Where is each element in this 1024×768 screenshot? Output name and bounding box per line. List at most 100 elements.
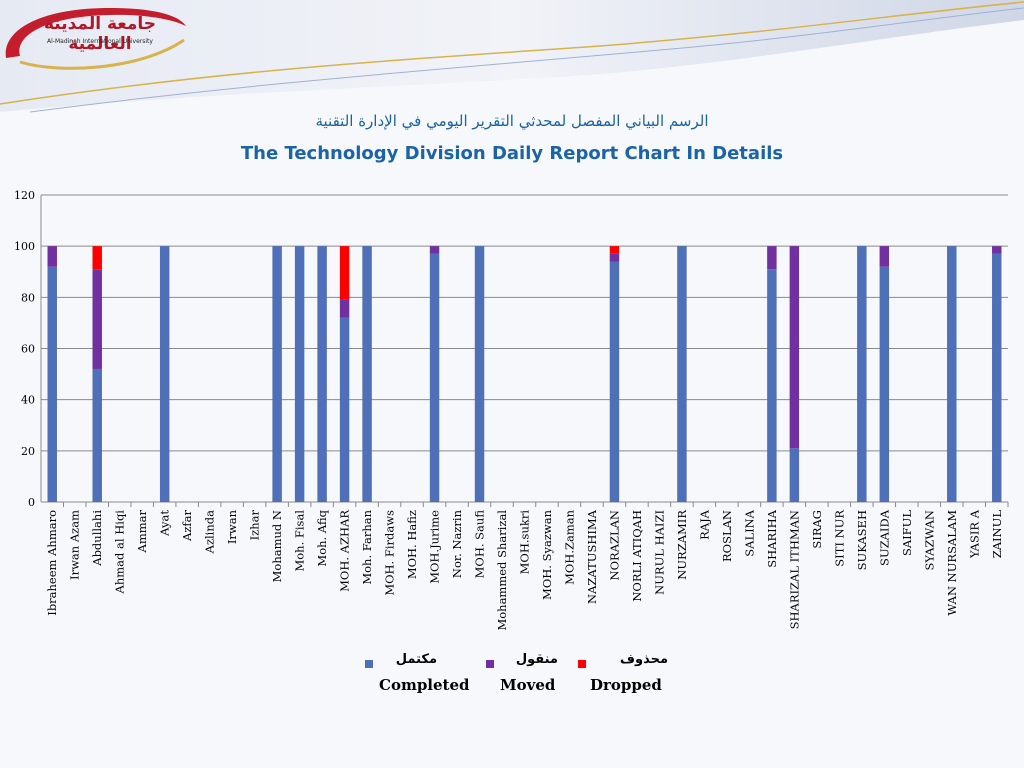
bar-completed [992,253,1002,502]
x-tick-label: MOH. Saufi [473,510,487,579]
legend-swatch-dropped [578,660,586,668]
bar-completed [272,246,282,502]
legend-swatch-moved [486,660,494,668]
x-tick-label: NAZATUSHIMA [585,509,599,604]
bar-completed [947,246,957,502]
x-tick-label: Ibraheem Ahmaro [45,510,59,616]
bar-completed [429,253,440,502]
x-tick-label: Mohamud N [270,510,284,582]
bar-completed [159,246,170,502]
bar-completed [677,246,687,502]
x-tick-label: Azfar [180,510,194,542]
x-tick-label: MOH. Firdaws [383,510,397,596]
x-tick-label: SHARIHA [765,509,779,567]
x-tick-label: MOH. Syazwan [540,509,554,600]
y-tick-label: 120 [14,189,35,202]
bar-moved [767,246,777,270]
x-tick-label: ROSLAN [720,510,734,562]
y-tick-label: 20 [21,445,35,458]
bar-completed [317,246,327,502]
legend-item-completed: مكتمل Completed [365,652,470,700]
x-tick-label: MOH.Jurime [428,510,442,584]
x-tick-label: SIRAG [810,510,824,549]
x-tick-label: SAIFUL [900,510,914,556]
legend-label-english: Moved [500,676,556,694]
x-tick-label: MOH. AZHAR [338,510,352,592]
x-tick-label: Nor. Nazrin [450,509,464,578]
x-tick-label: Azlinda [203,510,217,554]
stacked-bar-chart: 0 20 40 60 80 100 120 Ibraheem Ahmaro Irwan Azam… [14,189,1009,631]
legend-item-moved: منقول Moved [486,652,576,700]
x-tick-label: SHARIZAL ITHMAN [787,510,801,629]
x-tick-label: Moh. Fisal [293,510,307,572]
x-tick-label: SALINA [742,509,756,556]
bar-completed [609,261,620,502]
logo-arabic-text: جامعة المدينة العالمية [43,14,157,54]
bar-moved [609,253,620,262]
bar-completed [47,266,57,502]
x-tick-label: WAN NURSALAM [945,510,959,616]
bar-moved [992,246,1002,254]
x-tick-label: Moh. Farhan [360,509,374,584]
chart-title-english: The Technology Division Daily Report Cha… [240,143,784,164]
legend-label-arabic: محذوف [619,652,668,667]
header-swoosh-gold [0,1,1024,105]
bar-moved [339,299,350,318]
x-tick-label: Moh. Afiq [315,509,329,566]
bar-completed [92,368,102,502]
header-swoosh [0,0,1024,112]
bar-completed [294,246,305,502]
y-tick-label: 100 [14,240,35,253]
bar-moved [789,246,800,449]
x-tick-label: Izhar [248,510,262,541]
x-tick-label: NURUL HAIZI [652,510,666,595]
header-swoosh-blue [29,7,1024,113]
bar-completed [362,246,372,502]
bar-dropped [339,246,350,300]
x-tick-label: MOH.Zaman [562,509,576,584]
x-tick-label: Ahmad al Hiqi [113,510,127,595]
legend-swatch-completed [365,660,373,668]
x-tick-label: NURZAMIR [675,510,689,580]
bar-completed [857,246,867,502]
bar-completed [474,246,485,502]
bar-moved [47,246,57,267]
x-tick-label: MOH.sukri [518,510,532,575]
y-tick-label: 40 [21,394,35,407]
x-tick-label: MOH. Hafiz [405,510,419,579]
legend-label-arabic: مكتمل [395,652,437,667]
legend-item-dropped: محذوف Dropped [578,652,668,700]
bar-moved [429,246,440,254]
x-tick-label: Ammar [135,509,149,553]
legend-label-arabic: منقول [515,652,558,667]
x-tick-label: Irwan [225,509,239,544]
bar-completed [339,317,350,502]
x-tick-label: SUKASEH [855,510,869,570]
chart-title-arabic: الرسم البياني المفصل لمحدثي التقرير اليو… [315,112,709,130]
x-tick-label: YASIR A [967,509,981,559]
legend-label-english: Dropped [590,676,662,694]
x-tick-label: NORAZLAN [607,510,621,580]
y-tick-label: 0 [28,496,35,509]
x-tick-label: SYAZWAN [922,510,936,571]
y-tick-label: 60 [21,343,35,356]
x-tick-label: SITI NUR [832,510,846,567]
bar-dropped [92,246,102,270]
bar-completed [767,269,777,502]
x-tick-label: NORLI ATIQAH [630,510,644,602]
logo-swoosh-icon [5,8,187,70]
legend-label-english: Completed [379,676,470,694]
x-tick-label: SUZAIDA [877,509,891,566]
y-tick-label: 80 [21,291,35,304]
bar-completed [879,266,890,502]
x-tick-label: Mohammed Sharizal [495,510,509,631]
x-tick-label: Abdullahi [90,510,104,567]
x-tick-label: Ayat [158,510,172,537]
bar-dropped [609,246,620,254]
x-tick-label: RAJA [697,509,711,540]
x-tick-label: Irwan Azam [68,510,82,580]
logo-english-text: Al-Madinah International University [47,38,153,45]
bar-moved [879,246,890,267]
bar-completed [789,448,800,502]
